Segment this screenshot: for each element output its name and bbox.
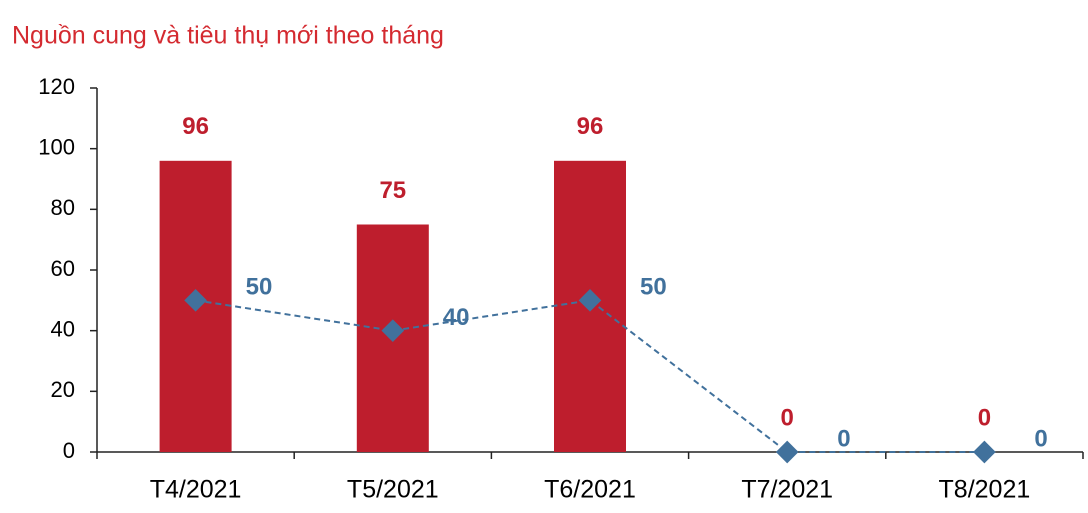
y-tick-label: 100 (38, 134, 75, 159)
line-marker (775, 440, 799, 464)
data-label: 50 (640, 274, 667, 301)
data-label: 50 (246, 274, 273, 301)
chart-title: Nguồn cung và tiêu thụ mới theo tháng (12, 22, 444, 50)
data-label: 0 (978, 404, 991, 431)
y-tick-label: 0 (63, 438, 75, 463)
line-marker (973, 440, 996, 464)
data-label: 96 (577, 113, 604, 140)
data-label: 75 (379, 177, 406, 204)
data-label: 0 (1034, 425, 1047, 452)
y-tick-label: 80 (51, 195, 75, 220)
line-marker (381, 319, 405, 342)
y-tick-label: 60 (51, 256, 75, 281)
x-tick-label: T8/2021 (939, 476, 1031, 504)
line (195, 299, 985, 453)
x-tick-label: T6/2021 (544, 476, 636, 504)
data-label: 40 (443, 304, 470, 331)
x-tick-label: T7/2021 (741, 476, 833, 504)
data-label: 96 (182, 113, 209, 140)
y-tick-label: 20 (51, 377, 75, 402)
data-label: 0 (781, 404, 794, 431)
x-tick-label: T5/2021 (347, 476, 439, 504)
data-label: 0 (837, 425, 850, 452)
y-tick-label: 40 (51, 316, 75, 341)
y-tick-label: 120 (38, 74, 75, 99)
line-marker (578, 289, 602, 312)
x-tick-label: T4/2021 (150, 476, 242, 504)
